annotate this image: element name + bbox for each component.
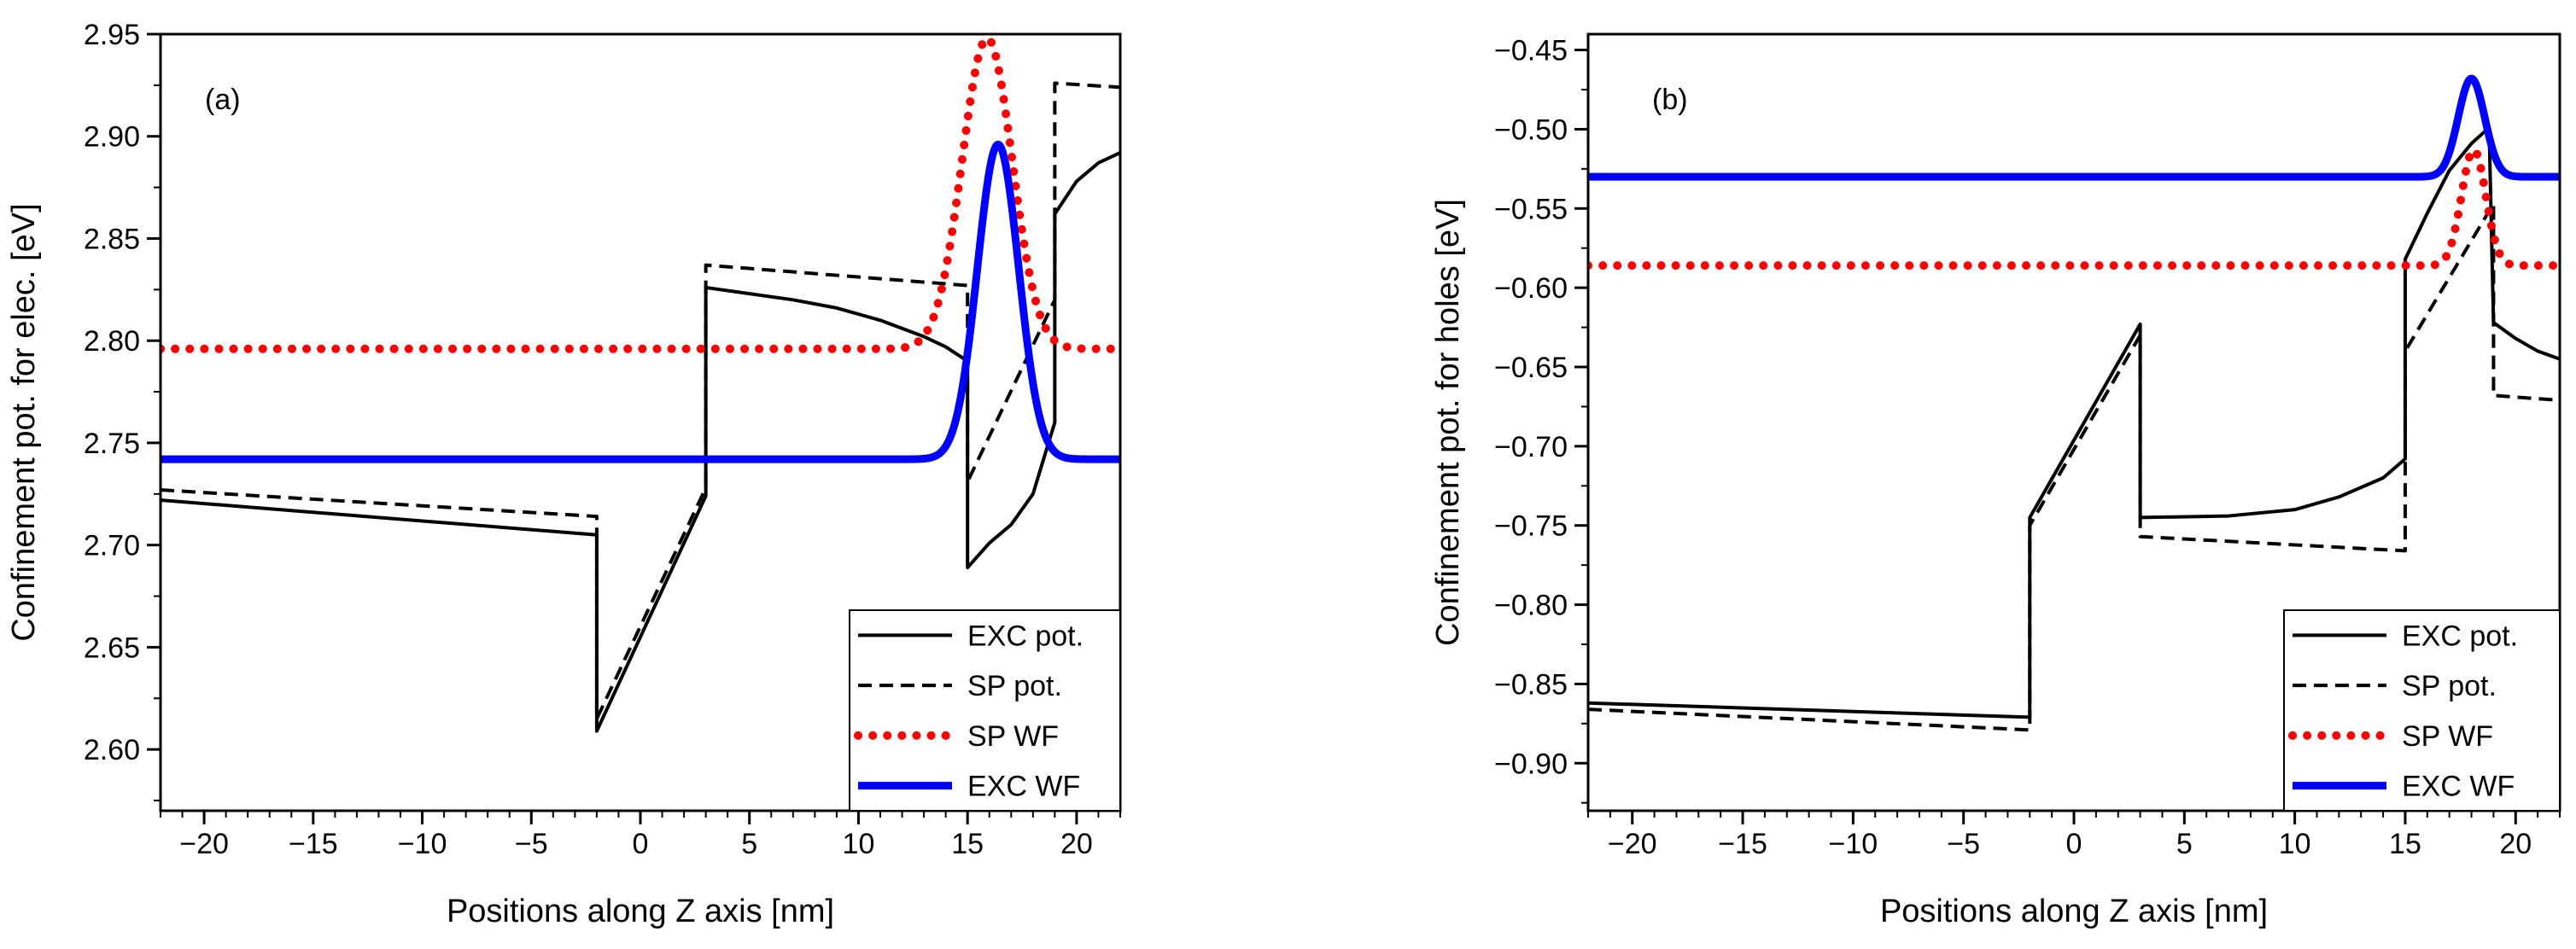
x-tick-label: 20 — [2499, 828, 2532, 860]
y-tick-label: 2.60 — [84, 734, 140, 766]
y-tick-label: −0.65 — [1494, 352, 1568, 384]
y-axis-title: Confinement pot. for elec. [eV] — [6, 203, 42, 641]
y-tick-label: −0.70 — [1494, 431, 1568, 463]
panel-label: (b) — [1652, 84, 1688, 116]
y-tick-label: 2.80 — [84, 325, 140, 358]
legend-label: SP WF — [2402, 720, 2493, 753]
y-tick-label: 2.65 — [84, 632, 140, 664]
x-tick-label: −10 — [398, 828, 447, 860]
x-tick-label: 0 — [2066, 828, 2082, 860]
series-line-sp-pot — [1588, 201, 2560, 732]
legend-label: EXC WF — [2402, 771, 2515, 803]
panel-b: −20 −15 −10 −5 0 5 10 15 20 −0.90 −0.85 −0.80 −0.75 −… — [1430, 32, 2561, 929]
x-tick-label: 5 — [2176, 828, 2193, 860]
x-tick-label: 10 — [2279, 828, 2311, 860]
y-tick-label: 2.85 — [84, 223, 140, 255]
x-tick-label: −10 — [1829, 828, 1878, 860]
x-axis-title: Positions along Z axis [nm] — [1880, 894, 2268, 929]
series-group — [1588, 74, 2560, 732]
series-line-exc-wf — [161, 140, 1120, 463]
legend-label: EXC WF — [967, 771, 1080, 803]
series-line-sp-wf — [1588, 145, 2560, 271]
series-line-exc-wf — [1588, 74, 2560, 181]
y-tick-label: −0.55 — [1494, 193, 1568, 225]
y-tick-label: −0.85 — [1494, 668, 1568, 701]
x-tick-label: −5 — [1947, 828, 1980, 860]
x-tick-label: −20 — [179, 828, 229, 860]
legend-label: EXC pot. — [2402, 620, 2518, 652]
y-axis-title: Confinement pot. for holes [eV] — [1430, 199, 1466, 646]
y-tick-label: 2.75 — [84, 428, 140, 460]
x-tick-label: −15 — [1718, 828, 1767, 860]
x-tick-label: 15 — [2389, 828, 2421, 860]
y-tick-label: −0.50 — [1494, 114, 1568, 146]
y-tick-label: 2.90 — [84, 121, 140, 154]
series-line-sp-pot — [161, 81, 1120, 721]
y-tick-label: 2.70 — [84, 530, 140, 562]
x-tick-label: 0 — [633, 828, 649, 860]
panel-a: −20 −15 −10 −5 0 5 10 15 20 2.60 2.65 2.70 2.75 2.80 2… — [6, 19, 1122, 929]
x-axis-title: Positions along Z axis [nm] — [447, 894, 834, 929]
x-tick-label: 10 — [843, 828, 875, 860]
x-tick-label: −5 — [515, 828, 548, 860]
x-tick-label: 5 — [741, 828, 757, 860]
legend-label: EXC pot. — [967, 620, 1084, 652]
y-tick-label: −0.75 — [1494, 510, 1568, 543]
y-tick-label: −0.80 — [1494, 590, 1568, 622]
y-tick-label: −0.60 — [1494, 272, 1568, 305]
legend-label: SP pot. — [967, 670, 1062, 702]
legend: EXC pot. SP pot. SP WF EXC WF — [2283, 609, 2561, 812]
legend-box — [849, 609, 1121, 812]
x-tick-label: −15 — [289, 828, 338, 860]
x-tick-label: −20 — [1608, 828, 1657, 860]
panel-label: (a) — [205, 84, 241, 116]
series-line-sp-wf — [161, 34, 1120, 353]
series-group — [161, 34, 1120, 733]
y-tick-label: −0.90 — [1494, 748, 1568, 780]
legend: EXC pot. SP pot. SP WF EXC WF — [849, 609, 1121, 812]
legend-label: SP pot. — [2402, 670, 2497, 702]
x-tick-label: 20 — [1060, 828, 1093, 860]
y-tick-label: 2.95 — [84, 19, 140, 51]
legend-box — [2283, 609, 2561, 812]
legend-label: SP WF — [967, 720, 1059, 753]
y-tick-label: −0.45 — [1494, 35, 1568, 67]
x-tick-label: 15 — [951, 828, 984, 860]
